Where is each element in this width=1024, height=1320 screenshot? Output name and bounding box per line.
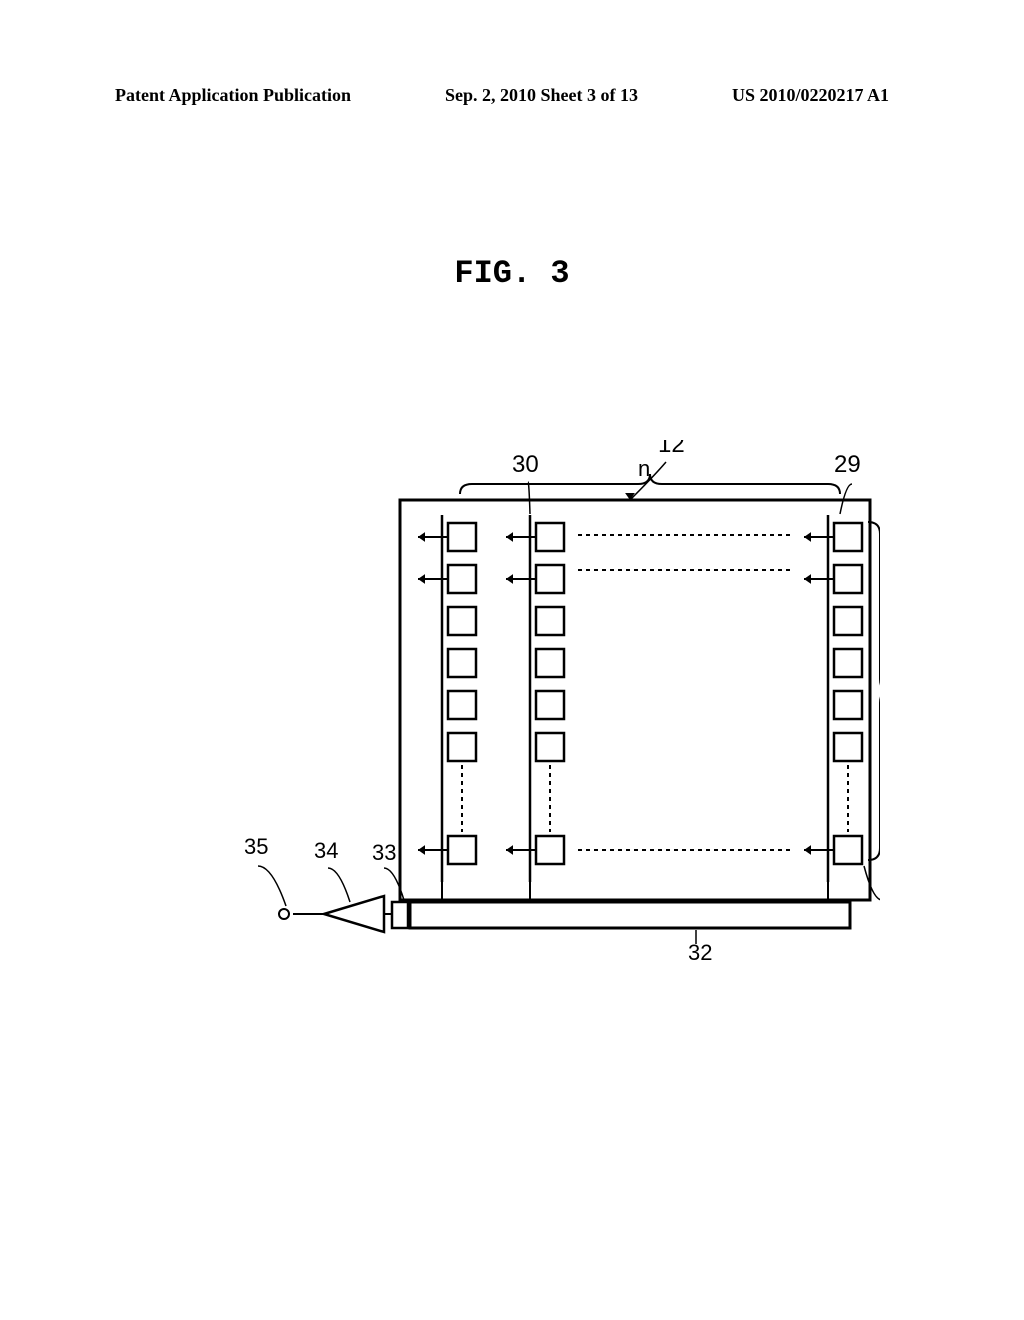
- block-diagram: nm1230293132333435: [140, 440, 880, 970]
- svg-text:35: 35: [244, 834, 268, 859]
- figure-title: FIG. 3: [0, 255, 1024, 292]
- svg-text:30: 30: [512, 451, 539, 478]
- doc-number-label: US 2010/0220217 A1: [732, 85, 889, 106]
- svg-text:12: 12: [658, 440, 685, 458]
- svg-text:29: 29: [834, 451, 861, 478]
- svg-text:n: n: [638, 456, 650, 481]
- patent-pub-label: Patent Application Publication: [115, 85, 351, 106]
- svg-text:32: 32: [688, 940, 712, 965]
- svg-text:33: 33: [372, 840, 396, 865]
- date-sheet-label: Sep. 2, 2010 Sheet 3 of 13: [445, 85, 638, 106]
- svg-text:34: 34: [314, 838, 338, 863]
